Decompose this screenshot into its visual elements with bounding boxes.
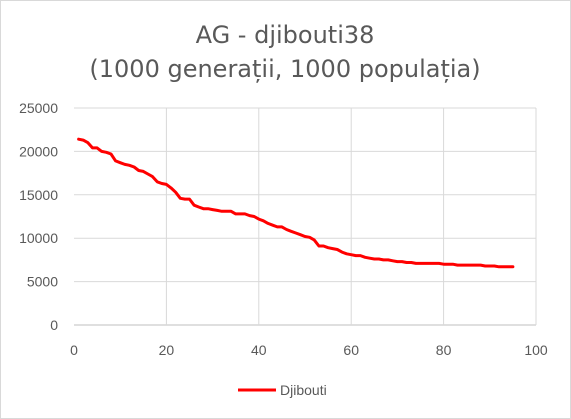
series-layer bbox=[77, 137, 515, 269]
chart-subtitle: (1000 generații, 1000 populația) bbox=[89, 55, 480, 83]
y-tick-label: 10000 bbox=[19, 230, 58, 246]
x-tick-label: 0 bbox=[70, 342, 78, 358]
x-tick-label: 40 bbox=[251, 342, 267, 358]
x-tick-label: 100 bbox=[524, 342, 548, 358]
series-line bbox=[77, 137, 515, 269]
chart-title: AG - djibouti38 bbox=[196, 21, 375, 49]
y-tick-label: 20000 bbox=[19, 143, 58, 159]
axes: 0 5000 10000 15000 20000 25000 0 20 40 60 80 100 bbox=[19, 100, 548, 358]
x-tick-label: 60 bbox=[343, 342, 359, 358]
legend-label: Djibouti bbox=[280, 382, 327, 398]
y-tick-label: 25000 bbox=[19, 100, 58, 116]
x-tick-label: 80 bbox=[436, 342, 452, 358]
legend: Djibouti bbox=[238, 382, 327, 398]
y-tick-label: 0 bbox=[50, 317, 58, 333]
y-tick-label: 5000 bbox=[27, 274, 58, 290]
x-tick-label: 20 bbox=[159, 342, 175, 358]
y-tick-label: 15000 bbox=[19, 187, 58, 203]
gridlines bbox=[74, 107, 537, 326]
